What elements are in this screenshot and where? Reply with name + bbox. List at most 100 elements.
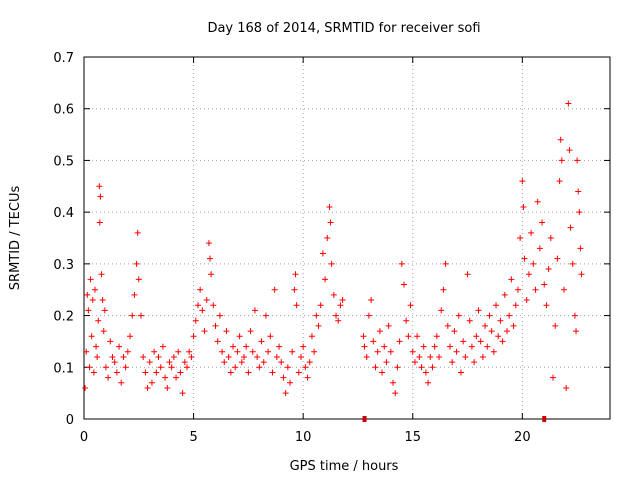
data-point <box>140 353 147 360</box>
data-point <box>387 348 394 355</box>
data-point <box>554 255 561 262</box>
data-point <box>510 322 517 329</box>
data-point <box>442 260 449 267</box>
x-tick-label: 10 <box>295 430 312 445</box>
data-point <box>240 353 247 360</box>
data-point <box>201 328 208 335</box>
plot-frame <box>83 56 611 420</box>
data-point <box>337 302 344 309</box>
data-point <box>577 245 584 252</box>
data-point <box>113 369 120 376</box>
data-point <box>87 276 94 283</box>
data-point <box>576 209 583 216</box>
data-point <box>199 307 206 314</box>
data-point <box>295 369 302 376</box>
data-point <box>327 219 334 226</box>
data-point <box>536 245 543 252</box>
data-point <box>574 157 581 164</box>
data-point <box>422 369 429 376</box>
axis-ticks: 0 0.1 0.2 0.3 0.4 0.5 0.6 0.7 0 5 10 15 20 <box>53 51 610 445</box>
data-point <box>109 353 116 360</box>
y-tick-label: 0 <box>66 413 74 428</box>
data-point <box>368 297 375 304</box>
data-point <box>271 286 278 293</box>
data-point <box>105 374 112 381</box>
data-point <box>360 333 367 340</box>
data-point <box>396 338 403 345</box>
gap-marker <box>542 416 547 422</box>
data-point <box>133 260 140 267</box>
data-point <box>490 348 497 355</box>
data-point <box>96 219 103 226</box>
data-point <box>392 390 399 397</box>
data-point <box>550 374 557 381</box>
data-point <box>86 364 93 371</box>
data-point <box>249 348 256 355</box>
data-point <box>464 271 471 278</box>
data-point <box>216 312 223 319</box>
data-point <box>284 364 291 371</box>
scatter-points <box>82 100 585 422</box>
data-point <box>85 307 92 314</box>
data-point <box>164 384 171 391</box>
data-point <box>148 379 155 386</box>
data-point <box>379 369 386 376</box>
data-point <box>97 193 104 200</box>
data-point <box>400 281 407 288</box>
data-point <box>523 297 530 304</box>
data-point <box>466 317 473 324</box>
data-point <box>230 343 237 350</box>
data-point <box>188 353 195 360</box>
data-point <box>405 333 412 340</box>
data-point <box>425 379 432 386</box>
data-point <box>102 364 109 371</box>
data-point <box>497 317 504 324</box>
data-point <box>372 364 379 371</box>
x-tick-label: 5 <box>189 430 197 445</box>
data-point <box>308 333 315 340</box>
data-point <box>293 302 300 309</box>
data-point <box>273 353 280 360</box>
data-point <box>120 353 127 360</box>
data-point <box>146 359 153 366</box>
data-point <box>151 348 158 355</box>
data-point <box>473 333 480 340</box>
data-point <box>333 312 340 319</box>
data-point <box>438 307 445 314</box>
data-point <box>556 178 563 185</box>
data-point <box>370 338 377 345</box>
data-point <box>407 302 414 309</box>
data-point <box>433 333 440 340</box>
data-point <box>276 343 283 350</box>
data-point <box>539 219 546 226</box>
data-point <box>157 364 164 371</box>
data-point <box>488 328 495 335</box>
data-point <box>170 353 177 360</box>
data-point <box>175 348 182 355</box>
data-point <box>212 322 219 329</box>
data-point <box>262 312 269 319</box>
data-point <box>265 348 272 355</box>
data-point <box>508 276 515 283</box>
y-tick-label: 0.3 <box>53 258 74 273</box>
data-point <box>414 333 421 340</box>
data-point <box>118 379 125 386</box>
data-point <box>363 353 370 360</box>
data-point <box>153 369 160 376</box>
data-point <box>89 297 96 304</box>
data-point <box>503 328 510 335</box>
data-point <box>330 291 337 298</box>
data-point <box>306 359 313 366</box>
y-tick-label: 0.2 <box>53 310 74 325</box>
data-point <box>317 302 324 309</box>
data-point <box>186 348 193 355</box>
data-point <box>208 271 215 278</box>
data-point <box>558 157 565 164</box>
data-point <box>486 312 493 319</box>
data-point <box>205 240 212 247</box>
data-point <box>319 250 326 257</box>
data-point <box>254 353 261 360</box>
y-tick-label: 0.7 <box>53 51 74 66</box>
data-point <box>280 374 287 381</box>
data-point <box>214 338 221 345</box>
